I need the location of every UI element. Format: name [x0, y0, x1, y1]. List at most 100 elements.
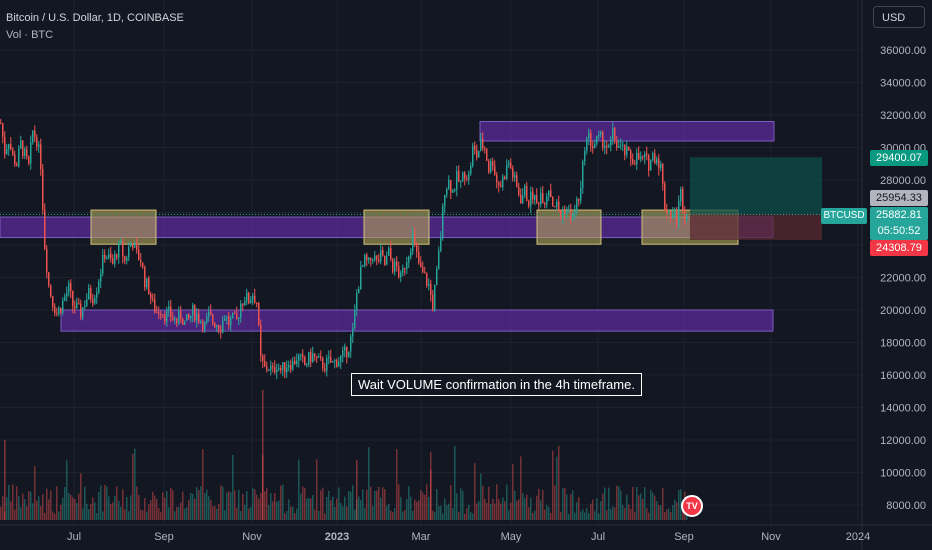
candle-body [396, 261, 398, 267]
volume-bar [654, 495, 656, 520]
candle-body [452, 190, 454, 193]
volume-bar [204, 492, 206, 520]
candle-body [616, 140, 618, 149]
volume-bar [620, 490, 622, 520]
volume-bar [338, 487, 340, 520]
y-tick-label: 36000.00 [880, 45, 926, 57]
volume-bar [404, 510, 406, 520]
volume-bar [332, 496, 334, 520]
candle-body [632, 159, 634, 164]
candle-body [494, 166, 496, 175]
candle-body [498, 182, 500, 186]
volume-bar [210, 499, 212, 520]
candle-body [196, 313, 198, 321]
candle-body [132, 245, 134, 248]
y-tick-label: 16000.00 [880, 370, 926, 382]
volume-bar [342, 506, 344, 520]
candle-body [350, 336, 352, 352]
volume-bar [662, 487, 664, 520]
candle-body [112, 258, 114, 264]
candle-body [206, 316, 208, 323]
candle-body [198, 313, 200, 323]
volume-bar [116, 486, 118, 520]
y-tick-label: 32000.00 [880, 110, 926, 122]
candle-body [100, 273, 102, 282]
candle-body [626, 146, 628, 156]
volume-bar [164, 497, 166, 520]
y-tick-label: 28000.00 [880, 175, 926, 187]
candle-body [276, 369, 278, 373]
candle-body [658, 158, 660, 169]
volume-spike [356, 460, 358, 520]
volume-bar [528, 507, 530, 520]
candle-body [310, 351, 312, 363]
volume-bar [556, 456, 558, 520]
candle-body [266, 365, 268, 370]
candle-body [366, 254, 368, 261]
volume-bar [280, 485, 282, 520]
candle-body [200, 321, 202, 323]
candle-body [508, 162, 510, 165]
volume-bar [440, 505, 442, 520]
volume-bar [464, 513, 466, 520]
volume-legend[interactable]: Vol · BTC [6, 29, 54, 41]
candle-body [168, 306, 170, 310]
volume-bar [538, 488, 540, 520]
volume-bar [278, 500, 280, 520]
candle-body [646, 153, 648, 156]
stop-zone [690, 214, 822, 240]
candle-body [218, 325, 220, 330]
candle-body [140, 259, 142, 263]
candle-body [458, 171, 460, 182]
candle-body [640, 156, 642, 160]
candle-body [48, 272, 50, 286]
volume-bar [642, 498, 644, 520]
volume-bar [34, 465, 36, 520]
volume-bar [436, 489, 438, 520]
candle-body [174, 318, 176, 320]
candle-body [322, 358, 324, 369]
candle-body [146, 278, 148, 288]
candle-body [2, 123, 4, 137]
volume-bar [544, 509, 546, 520]
volume-bar [472, 513, 474, 520]
candle-body [10, 144, 12, 150]
volume-bar [616, 485, 618, 520]
symbol-title[interactable]: Bitcoin / U.S. Dollar, 1D, COINBASE [6, 12, 184, 24]
currency-button[interactable]: USD [873, 6, 925, 28]
current-price-tag: 25882.81 05:50:52 [870, 207, 928, 240]
candle-body [596, 136, 598, 144]
candle-body [518, 186, 520, 195]
candle-body [504, 176, 506, 179]
candle-body [520, 194, 522, 204]
candle-body [486, 148, 488, 161]
volume-bar [288, 499, 290, 520]
volume-bar [272, 501, 274, 520]
candle-body [662, 163, 664, 184]
volume-bar [218, 504, 220, 520]
candle-body [178, 311, 180, 324]
candle-body [488, 160, 490, 173]
volume-bar [30, 491, 32, 520]
chart-legend: Bitcoin / U.S. Dollar, 1D, COINBASE Vol … [6, 10, 184, 44]
candle-body [652, 153, 654, 161]
volume-bar [144, 498, 146, 520]
candle-body [238, 317, 240, 319]
annotation-note[interactable]: Wait VOLUME confirmation in the 4h timef… [351, 373, 642, 396]
volume-bar [314, 509, 316, 520]
candle-body [490, 161, 492, 173]
candle-body [36, 136, 38, 147]
volume-bar [80, 473, 82, 520]
candle-body [272, 366, 274, 368]
candle-body [114, 254, 116, 264]
volume-bar [470, 512, 472, 520]
candle-body [368, 257, 370, 261]
volume-bar [458, 511, 460, 520]
volume-bar [498, 499, 500, 520]
current-price: 25882.81 [876, 209, 922, 221]
chart-zones [0, 121, 822, 332]
volume-bar [286, 511, 288, 520]
candle-body [312, 353, 314, 363]
volume-bar [212, 506, 214, 520]
